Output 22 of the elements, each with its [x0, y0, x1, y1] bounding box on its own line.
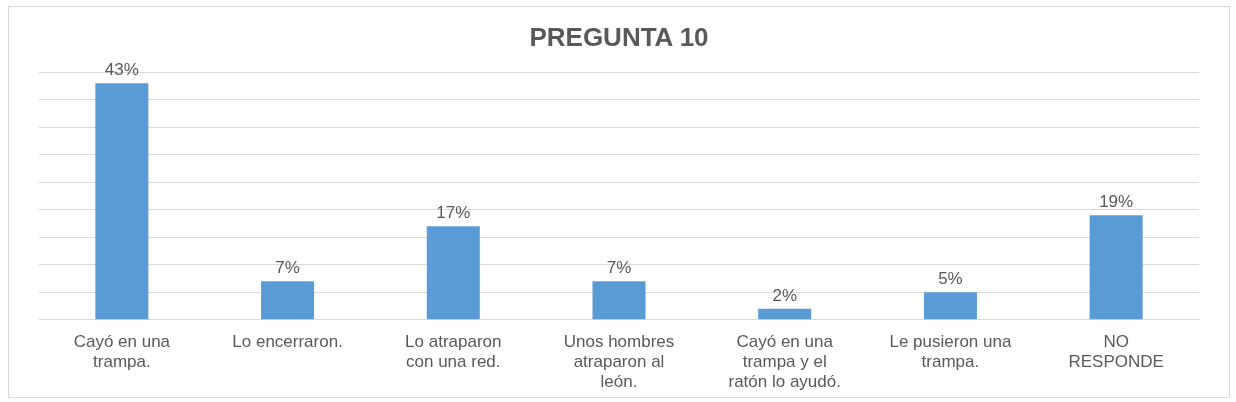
bar: [592, 281, 646, 320]
x-tick-label: Lo atraparon con una red.: [405, 331, 502, 372]
data-label: 17%: [436, 203, 471, 223]
x-tick-label: Unos hombres atraparon al león.: [563, 331, 675, 392]
data-label: 19%: [1099, 192, 1134, 212]
x-tick-label: Cayó en una trampa.: [73, 331, 171, 372]
data-label: 7%: [275, 258, 300, 278]
bar: [426, 226, 480, 320]
data-label: 5%: [938, 269, 963, 289]
bar: [261, 281, 315, 320]
data-label: 2%: [772, 285, 797, 305]
bar: [758, 308, 812, 320]
bar: [1089, 215, 1143, 320]
x-tick-label: Lo encerraron.: [232, 331, 343, 351]
data-label: 7%: [606, 258, 632, 278]
x-tick-label: NO RESPONDE: [1068, 331, 1164, 372]
chart-title: PREGUNTA 10: [529, 21, 709, 52]
data-label: 43%: [104, 60, 139, 80]
bar: [95, 83, 149, 320]
x-tick-label: Cayó en una trampa y el ratón lo ayudó.: [728, 331, 841, 392]
bar: [923, 292, 977, 320]
x-tick-label: Le pusieron una trampa.: [889, 331, 1012, 372]
